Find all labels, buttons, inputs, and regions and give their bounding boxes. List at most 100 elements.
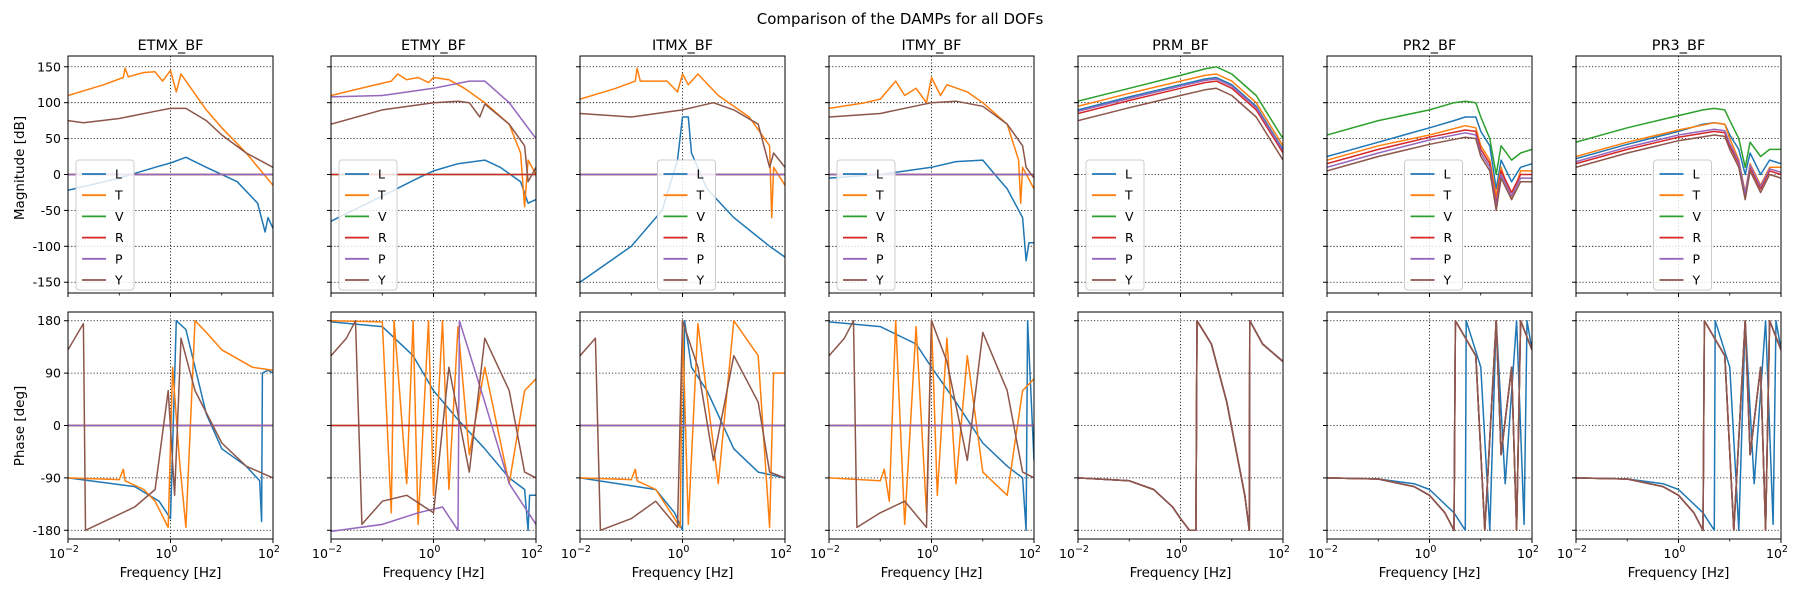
x-tick-label: 102 [521, 544, 543, 561]
series-lines [829, 319, 1034, 532]
y-ticks [1074, 320, 1078, 531]
series-lines [68, 319, 273, 532]
series-line-l [331, 159, 536, 222]
x-tick-label: 100 [917, 544, 939, 561]
series-line-y [1078, 319, 1283, 532]
x-tick-label: 102 [1019, 544, 1041, 561]
x-ticks [828, 293, 1035, 297]
y-ticks [576, 66, 580, 283]
x-axis-label: Frequency [Hz] [1379, 565, 1481, 581]
series-lines [1576, 319, 1781, 532]
x-tick-label: 102 [1517, 544, 1539, 561]
legend-box [75, 159, 135, 291]
x-tick-label: 100 [156, 544, 178, 561]
panel-title: PRM_BF [1152, 38, 1209, 54]
x-ticks: 10−2 100 102 [1059, 539, 1290, 561]
series-line-l [1327, 116, 1532, 190]
y-ticks [825, 320, 829, 531]
series-line-y [68, 107, 273, 168]
series-lines [1078, 66, 1283, 161]
y-tick-label: 50 [45, 131, 61, 146]
legend-label-y: Y [377, 273, 386, 288]
series-line-r [1576, 130, 1781, 197]
series-line-t [68, 67, 273, 186]
x-ticks: 10−2 100 102 [312, 539, 543, 561]
phase-subplot: 10−2 100 102 Frequency [Hz] [1557, 311, 1788, 581]
panel-title: PR2_BF [1403, 38, 1457, 54]
x-axis-label: Frequency [Hz] [1628, 565, 1730, 581]
x-tick-label: 100 [1415, 544, 1437, 561]
y-tick-label: 150 [37, 59, 61, 74]
legend-box [1653, 159, 1712, 291]
phase-subplot: 10−2 100 102 Frequency [Hz] [1059, 311, 1290, 581]
legend-label-l: L [115, 167, 122, 182]
x-axis-label: Frequency [Hz] [881, 565, 983, 581]
series-line-l [829, 319, 1034, 532]
phase-axis-label: Phase [deg] [12, 386, 28, 467]
legend-label-p: P [876, 251, 884, 266]
legend-label-r: R [1693, 230, 1702, 245]
x-ticks: 10−2 100 102 [810, 539, 1041, 561]
y-ticks [1323, 320, 1327, 531]
legend-label-y: Y [114, 273, 123, 288]
x-axis-label: Frequency [Hz] [120, 565, 222, 581]
series-line-l [580, 116, 785, 283]
magnitude-axis-label: Magnitude [dB] [12, 116, 28, 220]
panel-title: ETMY_BF [401, 38, 466, 54]
legend-label-l: L [1444, 167, 1451, 182]
series-lines [1576, 107, 1781, 201]
x-ticks: 10−2 100 102 [1557, 539, 1788, 561]
series-line-l [1576, 122, 1781, 176]
series-line-t [580, 67, 785, 219]
series-line-l [1327, 319, 1532, 532]
series-line-l [1078, 76, 1283, 150]
legend-label-r: R [115, 230, 124, 245]
legend-label-r: R [378, 230, 387, 245]
y-tick-label: -50 [41, 203, 61, 218]
legend-label-t: T [377, 188, 386, 203]
series-line-p [331, 80, 536, 140]
x-ticks [1077, 293, 1284, 297]
legend-label-p: P [1444, 251, 1452, 266]
series-line-l [1576, 319, 1781, 532]
panel-title: PR3_BF [1652, 38, 1706, 54]
series-line-r [1327, 129, 1532, 204]
legend-label-t: T [1443, 188, 1452, 203]
legend-label-p: P [378, 251, 386, 266]
y-tick-label: 0 [53, 167, 61, 182]
legend-label-p: P [115, 251, 123, 266]
series-line-t [68, 319, 273, 529]
series-line-y [580, 101, 785, 169]
legend-label-v: V [697, 209, 706, 224]
panel-title: ETMX_BF [137, 38, 203, 54]
series-line-y [1327, 136, 1532, 212]
series-lines [331, 319, 536, 533]
legend-label-t: T [114, 188, 123, 203]
legend-label-v: V [1693, 209, 1702, 224]
panel-title: ITMX_BF [652, 38, 713, 54]
x-tick-label: 102 [1268, 544, 1290, 561]
figure-title: Comparison of the DAMPs for all DOFs [757, 10, 1044, 28]
series-line-t [1078, 73, 1283, 147]
y-ticks: 180 90 0 -90 -180 [33, 313, 68, 538]
y-tick-label: -90 [41, 470, 61, 485]
y-ticks [1572, 320, 1576, 531]
series-line-y [1078, 87, 1283, 161]
y-tick-label: 0 [53, 418, 61, 433]
series-line-y [1576, 134, 1781, 201]
series-line-y [331, 319, 536, 526]
x-ticks [1326, 293, 1533, 297]
